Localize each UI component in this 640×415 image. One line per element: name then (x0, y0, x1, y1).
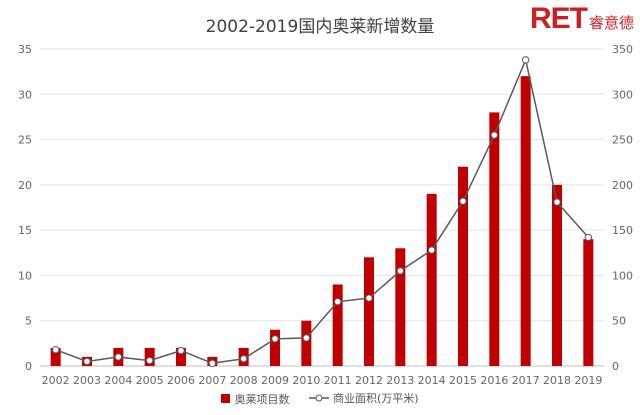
y-left-tick-label: 0 (25, 360, 32, 373)
bar (457, 166, 469, 366)
bar (363, 257, 375, 366)
y-right-tick-label: 150 (612, 224, 633, 237)
bar (332, 284, 343, 366)
brand-logo-text: RET (529, 2, 588, 35)
y-right-tick-label: 350 (612, 43, 633, 56)
line-point (490, 131, 499, 139)
line-point (239, 355, 248, 363)
bar (175, 347, 187, 366)
x-tick-label: 2010 (292, 374, 320, 387)
brand-subtitle: 睿意德 (588, 14, 634, 32)
y-right-tick-label: 100 (612, 269, 633, 282)
legend-line-swatch (308, 394, 329, 402)
bar (269, 329, 281, 366)
x-tick-label: 2017 (512, 374, 540, 387)
x-tick-label: 2014 (418, 374, 446, 387)
line-point (333, 297, 342, 306)
line-point (521, 56, 530, 64)
y-left-tick-label: 15 (18, 224, 32, 237)
y-left-tick-label: 20 (18, 179, 32, 192)
x-tick-label: 2013 (386, 374, 414, 387)
line-point (553, 198, 561, 206)
line-point (208, 359, 217, 367)
legend-bar-label: 奥莱项目数 (234, 392, 290, 406)
chart-title: 2002-2019国内奥莱新增数量 (205, 17, 435, 37)
x-tick-label: 2016 (480, 374, 508, 387)
y-left-tick-label: 30 (18, 88, 32, 101)
x-tick-label: 2004 (104, 374, 132, 387)
bar (551, 184, 563, 366)
legend-item-line: 商业面积(万平米) (308, 390, 419, 406)
line-point (396, 267, 405, 275)
x-tick-label: 2018 (543, 374, 571, 387)
legend-line-label: 商业面积(万平米) (332, 392, 419, 405)
line-point (302, 334, 311, 342)
x-tick-label: 2011 (324, 374, 352, 387)
y-right-tick-label: 50 (612, 315, 626, 328)
line-point (114, 353, 123, 361)
y-left-tick-label: 10 (18, 269, 32, 282)
line-point (51, 345, 60, 354)
x-tick-label: 2019 (574, 374, 602, 387)
legend-bar-swatch (221, 394, 231, 403)
y-right-tick-label: 300 (612, 88, 633, 101)
x-tick-label: 2002 (42, 374, 70, 387)
line-series (55, 57, 589, 365)
x-tick-label: 2003 (73, 374, 101, 387)
bar (489, 112, 500, 367)
x-tick-label: 2007 (198, 374, 226, 387)
line-point (177, 346, 185, 355)
y-left-tick-label: 5 (25, 315, 32, 328)
y-left-tick-label: 25 (18, 134, 32, 147)
line-point (145, 356, 154, 365)
bar (301, 320, 312, 366)
x-tick-label: 2015 (449, 374, 477, 387)
brand-logo: RET 睿意德 (530, 2, 634, 36)
line-point (271, 335, 279, 343)
x-tick-label: 2005 (136, 374, 164, 387)
legend: 奥莱项目数 商业面积(万平米) (0, 390, 640, 407)
y-right-tick-label: 200 (612, 179, 633, 192)
x-tick-label: 2008 (230, 374, 258, 387)
line-point (584, 233, 593, 242)
x-tick-label: 2009 (261, 374, 289, 387)
line-point (459, 197, 467, 205)
y-right-tick-label: 250 (612, 134, 633, 147)
x-tick-label: 2012 (355, 374, 383, 387)
x-tick-label: 2006 (167, 374, 195, 387)
bar (426, 193, 437, 366)
y-right-tick-label: 0 (612, 360, 619, 373)
bar (395, 248, 406, 366)
bar (583, 239, 594, 366)
line-point (365, 294, 373, 302)
legend-item-bar: 奥莱项目数 (221, 391, 289, 407)
bar (520, 76, 531, 367)
y-left-tick-label: 35 (18, 43, 32, 56)
bar (50, 347, 61, 366)
line-point (83, 357, 91, 366)
line-point (427, 246, 436, 254)
